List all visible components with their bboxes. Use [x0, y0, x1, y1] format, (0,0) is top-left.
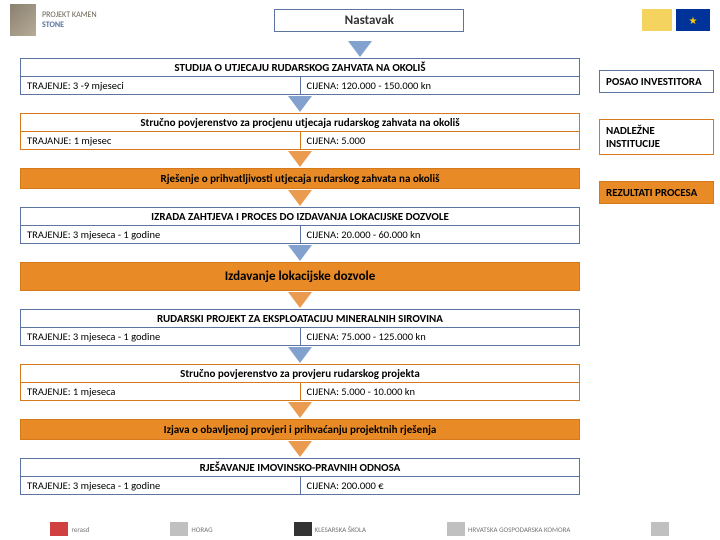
- arrow-down-icon: [288, 245, 312, 261]
- logo-text: PROJEKT KAMEN: [42, 10, 97, 20]
- header: PROJEKT KAMEN STONE Nastavak ★: [0, 0, 720, 40]
- flowchart: STUDIJA O UTJECAJU RUDARSKOG ZAHVATA NA …: [20, 58, 580, 495]
- arrow-down-icon: [348, 41, 372, 57]
- footer-logo-1: rerasd: [50, 522, 89, 536]
- process-box: RUDARSKI PROJEKT ZA EKSPLOATACIJU MINERA…: [20, 309, 580, 346]
- result-box: Rješenje o prihvatljivosti utjecaja ruda…: [20, 168, 580, 189]
- process-box: Stručno povjerenstvo za provjeru rudarsk…: [20, 364, 580, 401]
- footer: rerasd HORAG KLESARSKA ŠKOLA HRVATSKA GO…: [0, 522, 720, 536]
- box-title: RJEŠAVANJE IMOVINSKO-PRAVNIH ODNOSA: [21, 459, 579, 476]
- arrow-down-icon: [288, 402, 312, 418]
- stone-icon: [10, 4, 36, 36]
- legend-investor: POSAO INVESTITORA: [599, 70, 714, 93]
- continuation-box: Nastavak: [274, 9, 464, 32]
- duration-cell: TRAJENJE: 3 -9 mjeseci: [21, 77, 301, 94]
- partner-logo-icon: [642, 9, 672, 31]
- logo-sub: STONE: [42, 20, 97, 30]
- legend-institutions: NADLEŽNE INSTITUCIJE: [599, 119, 714, 155]
- logo-left: PROJEKT KAMEN STONE: [10, 4, 97, 36]
- logo-right: ★: [642, 9, 710, 31]
- box-title: IZRADA ZAHTJEVA I PROCES DO IZDAVANJA LO…: [21, 208, 579, 225]
- duration-cell: TRAJENJE: 3 mjeseca - 1 godine: [21, 477, 301, 494]
- price-cell: CIJENA: 20.000 - 60.000 kn: [301, 226, 580, 243]
- price-cell: CIJENA: 5.000: [301, 132, 580, 149]
- arrow-down-icon: [288, 190, 312, 206]
- box-row: TRAJENJE: 3 mjeseca - 1 godineCIJENA: 20…: [21, 225, 579, 243]
- process-box: STUDIJA O UTJECAJU RUDARSKOG ZAHVATA NA …: [20, 58, 580, 95]
- box-row: TRAJENJE: 3 -9 mjeseciCIJENA: 120.000 - …: [21, 76, 579, 94]
- box-title: RUDARSKI PROJEKT ZA EKSPLOATACIJU MINERA…: [21, 310, 579, 327]
- legend: POSAO INVESTITORA NADLEŽNE INSTITUCIJE R…: [599, 70, 714, 204]
- arrow-down-icon: [288, 347, 312, 363]
- legend-results: REZULTATI PROCESA: [599, 181, 714, 204]
- box-row: TRAJENJE: 3 mjeseca - 1 godineCIJENA: 20…: [21, 476, 579, 494]
- process-box: RJEŠAVANJE IMOVINSKO-PRAVNIH ODNOSATRAJE…: [20, 458, 580, 495]
- box-row: TRAJENJE: 1 mjesecaCIJENA: 5.000 - 10.00…: [21, 382, 579, 400]
- arrow-down-icon: [288, 441, 312, 457]
- price-cell: CIJENA: 5.000 - 10.000 kn: [301, 383, 580, 400]
- footer-logo-4: HRVATSKA GOSPODARSKA KOMORA: [447, 522, 570, 536]
- box-title: Stručno povjerenstvo za provjeru rudarsk…: [21, 365, 579, 382]
- process-box: Stručno povjerenstvo za procjenu utjecaj…: [20, 113, 580, 150]
- price-cell: CIJENA: 75.000 - 125.000 kn: [301, 328, 580, 345]
- footer-logo-5: [651, 522, 669, 536]
- box-title: STUDIJA O UTJECAJU RUDARSKOG ZAHVATA NA …: [21, 59, 579, 76]
- result-box: Izjava o obavljenoj provjeri i prihvaćan…: [20, 419, 580, 440]
- price-cell: CIJENA: 120.000 - 150.000 kn: [301, 77, 580, 94]
- footer-logo-3: KLESARSKA ŠKOLA: [294, 522, 367, 536]
- duration-cell: TRAJENJE: 3 mjeseca - 1 godine: [21, 328, 301, 345]
- box-row: TRAJENJE: 3 mjeseca - 1 godineCIJENA: 75…: [21, 327, 579, 345]
- footer-logo-2: HORAG: [170, 522, 212, 536]
- box-row: TRAJANJE: 1 mjesecCIJENA: 5.000: [21, 131, 579, 149]
- duration-cell: TRAJANJE: 1 mjesec: [21, 132, 301, 149]
- duration-cell: TRAJENJE: 1 mjeseca: [21, 383, 301, 400]
- process-box: IZRADA ZAHTJEVA I PROCES DO IZDAVANJA LO…: [20, 207, 580, 244]
- eu-flag-icon: ★: [676, 9, 710, 31]
- arrow-down-icon: [288, 151, 312, 167]
- arrow-down-icon: [288, 96, 312, 112]
- price-cell: CIJENA: 200.000 €: [301, 477, 580, 494]
- duration-cell: TRAJENJE: 3 mjeseca - 1 godine: [21, 226, 301, 243]
- result-box: Izdavanje lokacijske dozvole: [20, 262, 580, 291]
- arrow-down-icon: [288, 292, 312, 308]
- box-title: Stručno povjerenstvo za procjenu utjecaj…: [21, 114, 579, 131]
